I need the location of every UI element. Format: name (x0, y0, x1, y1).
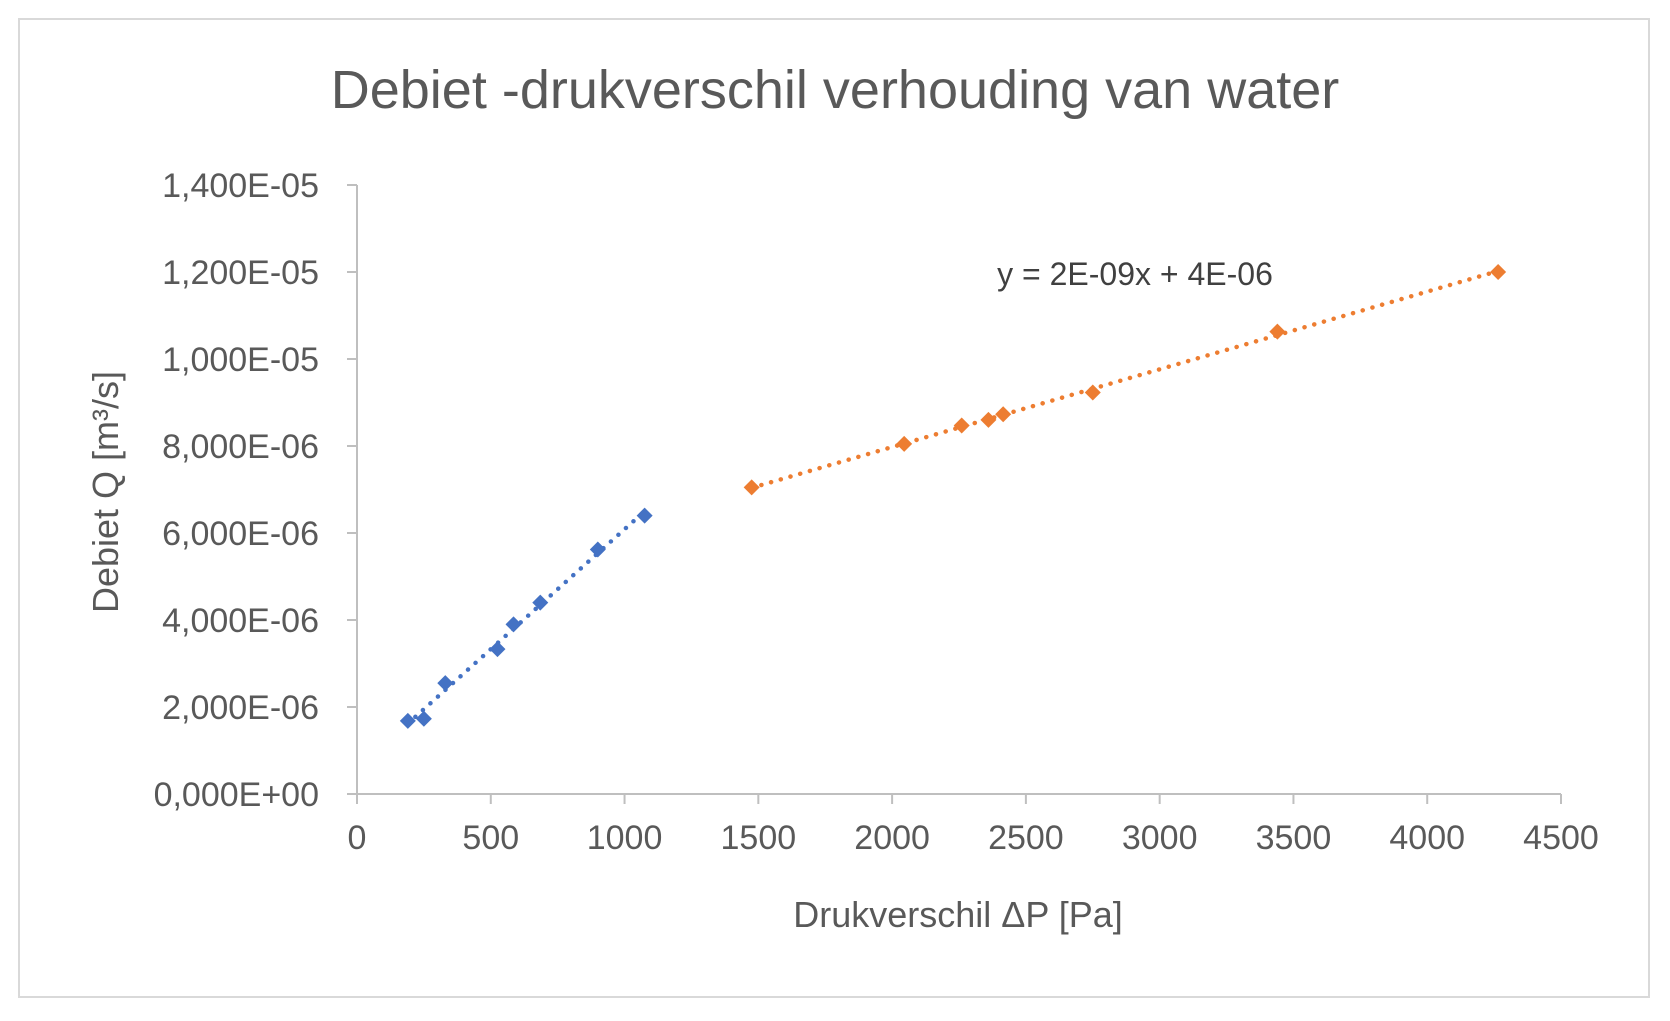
x-tick-label: 1000 (587, 819, 663, 857)
data-point-series-1 (399, 712, 416, 729)
data-points (399, 264, 1507, 729)
y-tick-label: 4,000E-06 (162, 602, 319, 640)
chart-title: Debiet -drukverschil verhouding van wate… (331, 60, 1340, 120)
data-point-series-2 (995, 406, 1012, 423)
x-tick-label: 2500 (988, 819, 1064, 857)
data-point-series-2 (980, 411, 997, 428)
data-point-series-1 (589, 541, 606, 558)
x-tick-label: 1500 (721, 819, 797, 857)
y-tick-label: 1,400E-05 (162, 167, 319, 205)
x-tick-label: 2000 (854, 819, 930, 857)
x-tick-label: 3500 (1256, 819, 1332, 857)
data-point-series-1 (415, 710, 432, 727)
trendline-series-1 (405, 508, 647, 726)
y-tick-label: 0,000E+00 (154, 776, 319, 814)
data-point-series-1 (505, 616, 522, 633)
data-point-series-2 (1269, 323, 1286, 340)
data-point-series-1 (636, 507, 653, 524)
data-point-series-1 (532, 594, 549, 611)
data-point-series-1 (437, 675, 454, 692)
y-tick-label: 8,000E-06 (162, 428, 319, 466)
trendline-series-2 (749, 268, 1501, 491)
y-tick-label: 2,000E-06 (162, 689, 319, 727)
x-tick-label: 3000 (1122, 819, 1198, 857)
y-tick-label: 1,000E-05 (162, 341, 319, 379)
trendlines (405, 268, 1501, 726)
y-tick-label: 1,200E-05 (162, 254, 319, 292)
x-tick-label: 500 (462, 819, 519, 857)
trendline-equation: y = 2E-09x + 4E-06 (997, 256, 1273, 292)
data-point-series-2 (1490, 264, 1507, 280)
x-tick-label: 4500 (1523, 819, 1599, 857)
x-tick-label: 4000 (1389, 819, 1465, 857)
chart-frame (18, 18, 1650, 998)
y-tick-label: 6,000E-06 (162, 515, 319, 553)
data-point-series-2 (953, 417, 970, 434)
y-axis-label: Debiet Q [m³/s] (85, 371, 126, 613)
x-tick-label: 0 (348, 819, 367, 857)
x-axis-label: Drukverschil ΔP [Pa] (793, 894, 1122, 935)
data-point-series-1 (489, 641, 506, 658)
data-point-series-2 (896, 435, 913, 452)
data-point-series-2 (1084, 384, 1101, 401)
data-point-series-2 (743, 479, 760, 496)
axes: 0 500 1000 1500 2000 2500 3000 3500 4000 4500 0,00… (154, 167, 1599, 857)
